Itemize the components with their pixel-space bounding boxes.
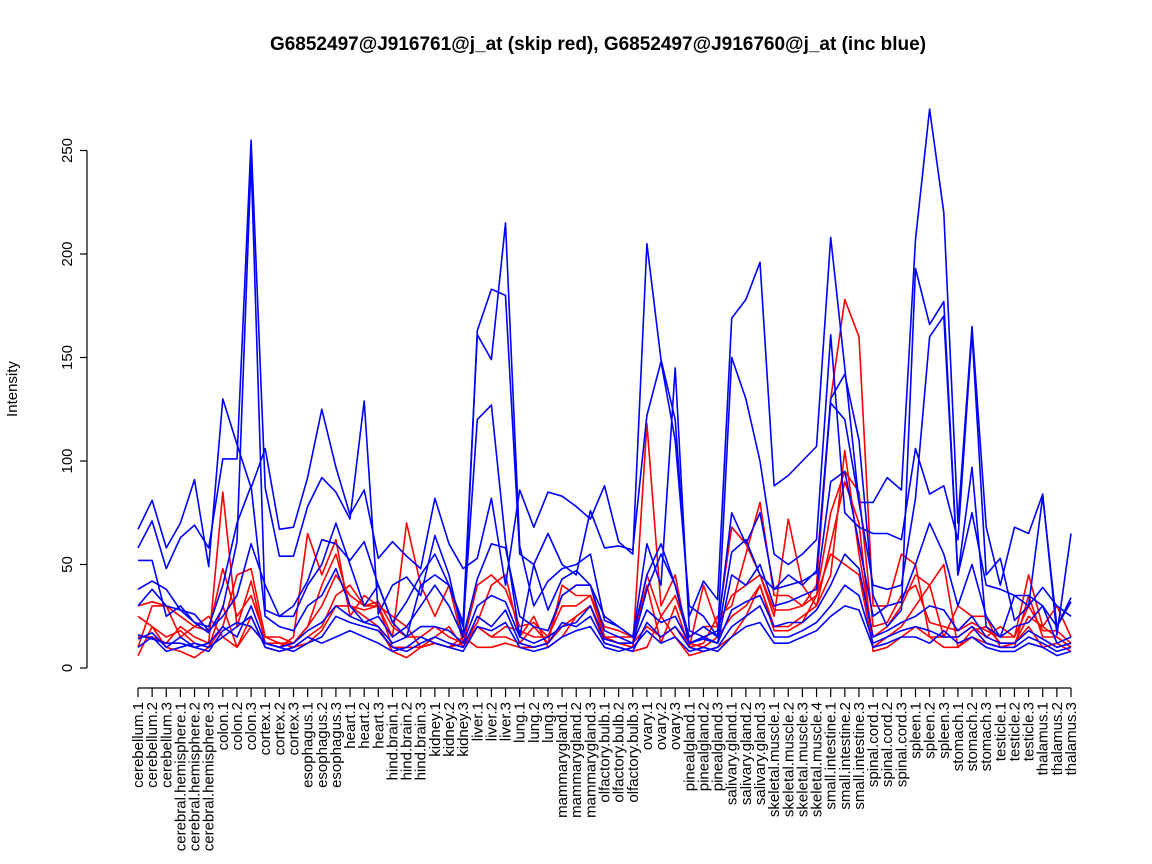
x-tick-label: heart.1 <box>342 702 359 749</box>
x-tick-label: ovary.3 <box>667 702 684 750</box>
x-tick-label: salivary.gland.3 <box>752 702 769 805</box>
x-tick-label: cerebral.hemisphere.2 <box>187 702 204 851</box>
x-tick-label: esophagus.2 <box>314 702 331 788</box>
x-tick-label: liver.1 <box>469 702 486 741</box>
x-tick-label: pinealgland.3 <box>710 702 727 791</box>
series-group <box>137 108 1072 659</box>
x-tick-label: thalamus.3 <box>1063 702 1080 775</box>
chart-title: G6852497@J916761@j_at (skip red), G68524… <box>270 34 926 55</box>
x-tick-label: skeletal.muscle.2 <box>780 702 797 817</box>
x-tick-label: hind.brain.3 <box>413 702 430 780</box>
series-line-inc <box>138 160 1072 638</box>
x-tick-label: heart.2 <box>356 702 373 749</box>
x-tick-label: cerebellum.3 <box>158 702 175 788</box>
series-line-inc <box>137 553 1072 649</box>
series-line-inc <box>137 315 1072 638</box>
x-tick-label: spleen.2 <box>922 702 939 759</box>
x-tick-label: small.intestine.2 <box>837 702 854 810</box>
x-tick-label: small.intestine.3 <box>851 702 868 810</box>
y-tick-label: 250 <box>59 138 76 163</box>
series-line-inc <box>137 584 1072 653</box>
series-line-inc <box>137 139 1072 638</box>
y-tick-label: 150 <box>59 345 76 370</box>
x-tick-label: lung.3 <box>540 702 557 743</box>
x-tick-label: skeletal.muscle.4 <box>809 702 826 817</box>
x-tick-label: testicle.3 <box>1021 702 1038 761</box>
x-tick-label: stomach.3 <box>978 702 995 771</box>
x-tick-label: lung.2 <box>526 702 543 743</box>
x-tick-label: mammarygland.2 <box>568 702 585 818</box>
series-line-inc <box>137 605 1072 657</box>
x-tick-label: skeletal.muscle.3 <box>794 702 811 817</box>
x-tick-label: hind.brain.1 <box>384 702 401 780</box>
x-tick-label: mammarygland.3 <box>582 702 599 818</box>
x-tick-label: cerebellum.2 <box>144 702 161 788</box>
x-tick-label: cerebellum.1 <box>130 702 147 788</box>
x-tick-label: pinealgland.2 <box>695 702 712 791</box>
x-tick-label: olfactory.bulb.3 <box>625 702 642 803</box>
x-tick-label: spleen.3 <box>936 702 953 759</box>
x-tick-label: cerebral.hemisphere.3 <box>201 702 218 851</box>
y-tick-label: 100 <box>59 448 76 473</box>
x-tick-label: ovary.1 <box>639 702 656 750</box>
x-tick-label: testicle.1 <box>992 702 1009 761</box>
x-tick-label: spleen.1 <box>908 702 925 759</box>
x-tick-label: heart.3 <box>370 702 387 749</box>
x-tick-label: hind.brain.2 <box>399 702 416 780</box>
x-tick-label: esophagus.3 <box>328 702 345 788</box>
y-tick-label: 200 <box>59 241 76 266</box>
x-tick-label: spinal.cord.3 <box>893 702 910 787</box>
y-tick-label: 50 <box>59 556 76 573</box>
x-tick-label: cerebral.hemisphere.1 <box>172 702 189 851</box>
x-tick-label: stomach.1 <box>950 702 967 771</box>
x-tick-label: cortex.1 <box>257 702 274 755</box>
x-tick-label: mammarygland.1 <box>554 702 571 818</box>
x-tick-label: liver.3 <box>498 702 515 741</box>
x-tick-label: cortex.2 <box>271 702 288 755</box>
x-tick-label: olfactory.bulb.1 <box>597 702 614 803</box>
x-tick-label: liver.2 <box>483 702 500 741</box>
y-axis: 0 50 100 150 200 250 <box>59 138 88 672</box>
x-tick-label: thalamus.2 <box>1049 702 1066 775</box>
x-tick-label: kidney.2 <box>441 702 458 757</box>
x-tick-label: skeletal.muscle.1 <box>766 702 783 817</box>
x-tick-label: stomach.2 <box>964 702 981 771</box>
x-tick-label: small.intestine.1 <box>823 702 840 810</box>
x-tick-label: colon.3 <box>243 702 260 750</box>
x-tick-label: spinal.cord.2 <box>879 702 896 787</box>
series-line-inc <box>137 470 1072 645</box>
x-tick-label: thalamus.1 <box>1035 702 1052 775</box>
x-tick-label: olfactory.bulb.2 <box>611 702 628 803</box>
x-tick-label: kidney.1 <box>427 702 444 757</box>
x-tick-label: colon.1 <box>215 702 232 750</box>
x-tick-label: salivary.gland.2 <box>738 702 755 805</box>
series-line-inc <box>137 108 1072 636</box>
x-axis: cerebellum.1cerebellum.2cerebellum.3cere… <box>130 687 1080 851</box>
x-tick-label: esophagus.1 <box>300 702 317 788</box>
x-tick-label: lung.1 <box>512 702 529 743</box>
x-tick-label: pinealgland.1 <box>681 702 698 791</box>
x-tick-label: ovary.2 <box>653 702 670 750</box>
x-tick-label: salivary.gland.1 <box>724 702 741 805</box>
y-tick-label: 0 <box>59 664 76 672</box>
x-tick-label: kidney.3 <box>455 702 472 757</box>
x-tick-label: colon.2 <box>229 702 246 750</box>
series-line-skip <box>137 553 1072 649</box>
x-tick-label: testicle.2 <box>1006 702 1023 761</box>
x-tick-label: cortex.3 <box>286 702 303 755</box>
series-line-skip <box>137 298 1072 649</box>
x-tick-label: spinal.cord.1 <box>865 702 882 787</box>
y-axis-label: Intensity <box>4 361 21 417</box>
